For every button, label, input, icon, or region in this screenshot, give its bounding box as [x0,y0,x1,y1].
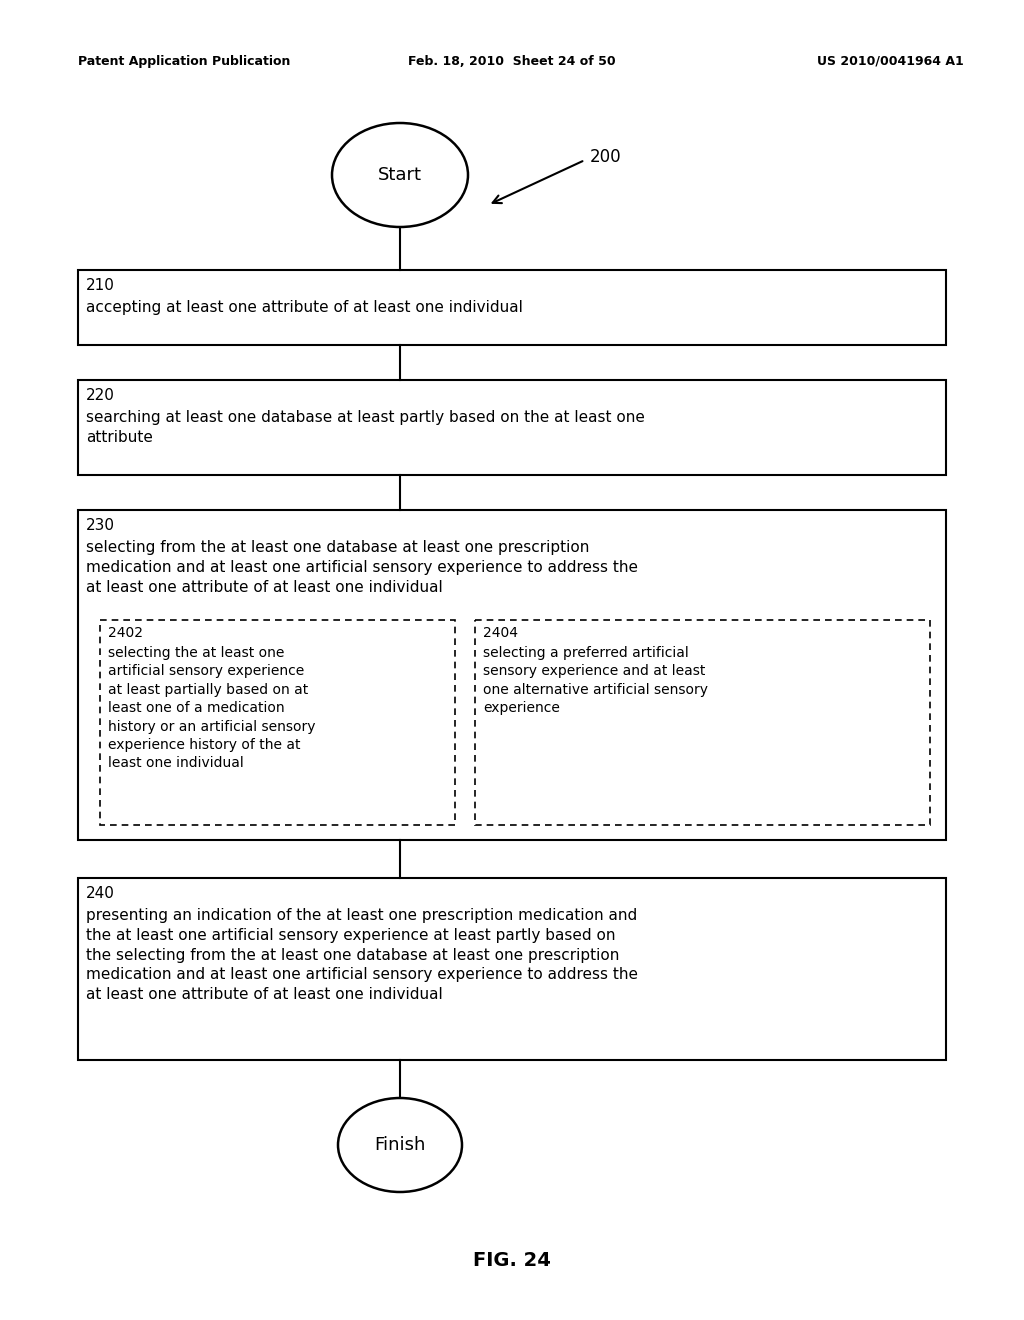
Bar [78,380,946,475]
Bar [100,620,455,825]
Text: presenting an indication of the at least one prescription medication and
the at : presenting an indication of the at least… [86,908,638,1002]
Text: Patent Application Publication: Patent Application Publication [78,55,291,69]
Text: 220: 220 [86,388,115,403]
Text: 2402: 2402 [108,626,143,640]
Text: Start: Start [378,166,422,183]
Text: Feb. 18, 2010  Sheet 24 of 50: Feb. 18, 2010 Sheet 24 of 50 [409,55,615,69]
Text: 230: 230 [86,517,115,533]
Text: 210: 210 [86,279,115,293]
Text: Finish: Finish [375,1137,426,1154]
Ellipse shape [338,1098,462,1192]
Text: 200: 200 [590,148,622,166]
Bar [475,620,930,825]
Text: 2404: 2404 [483,626,518,640]
Text: selecting from the at least one database at least one prescription
medication an: selecting from the at least one database… [86,540,638,594]
Text: FIG. 24: FIG. 24 [473,1250,551,1270]
Text: selecting a preferred artificial
sensory experience and at least
one alternative: selecting a preferred artificial sensory… [483,645,708,715]
Bar [78,271,946,345]
Ellipse shape [332,123,468,227]
Text: selecting the at least one
artificial sensory experience
at least partially base: selecting the at least one artificial se… [108,645,315,771]
Text: accepting at least one attribute of at least one individual: accepting at least one attribute of at l… [86,300,523,315]
Bar [78,510,946,840]
Text: searching at least one database at least partly based on the at least one
attrib: searching at least one database at least… [86,411,645,445]
Text: 240: 240 [86,886,115,902]
Text: US 2010/0041964 A1: US 2010/0041964 A1 [817,55,964,69]
Bar [78,878,946,1060]
